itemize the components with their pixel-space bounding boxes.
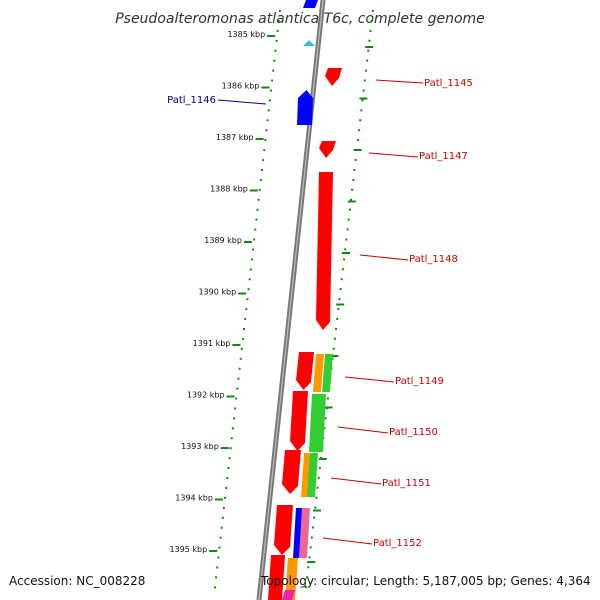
gene-arrow <box>325 68 342 86</box>
tick-label: 1389 kbp <box>204 236 242 245</box>
gene-arrow <box>296 352 314 390</box>
gene-arrow <box>322 354 333 392</box>
tick-label: 1392 kbp <box>187 391 225 400</box>
gene-labels: Patl_1145 Patl_1146 Patl_1147 Patl_1148 Patl… <box>167 78 473 549</box>
gene-arrow <box>274 505 293 555</box>
tick-label: 1393 kbp <box>181 442 219 451</box>
label-leader-line <box>322 537 373 545</box>
gene-arrow <box>319 141 336 158</box>
gene-label: Patl_1149 <box>395 376 444 387</box>
gene-arrow <box>297 90 313 125</box>
gene-arrow <box>299 508 310 558</box>
gene-arrow <box>290 391 308 451</box>
gene-arrow <box>313 354 324 392</box>
tick-label: 1395 kbp <box>169 545 207 554</box>
gene-label: Patl_1145 <box>424 78 473 89</box>
gene-arrow <box>282 590 295 600</box>
label-leader-line <box>337 426 389 434</box>
right-guide-line <box>304 9 374 597</box>
gene-label: Patl_1151 <box>382 478 431 489</box>
label-leader-line <box>368 152 419 158</box>
position-ticks: 1385 kbp 1386 kbp 1387 kbp 1388 kbp 1389 kbp… <box>169 9 374 597</box>
gene-label: Patl_1147 <box>419 151 468 162</box>
tick-label: 1390 kbp <box>198 288 236 297</box>
label-leader-line <box>330 477 382 485</box>
gene-arrow <box>282 450 301 494</box>
gene-arrow <box>316 172 333 330</box>
left-guide-line <box>213 9 281 597</box>
genome-summary: Topology: circular; Length: 5,187,005 bp… <box>261 574 591 588</box>
gene-arrow <box>303 0 318 8</box>
tick-label: 1391 kbp <box>193 339 231 348</box>
label-leader-line <box>217 99 267 105</box>
label-leader-line <box>359 254 409 261</box>
gene-arrow <box>307 453 318 497</box>
gene-label: Patl_1146 <box>167 95 216 106</box>
map-title: Pseudoalteromonas atlantica T6c, complet… <box>115 11 485 27</box>
gene-arrow <box>309 394 326 452</box>
gene-arrow <box>268 555 285 600</box>
gene-label: Patl_1152 <box>373 538 422 549</box>
label-leader-line <box>344 376 395 383</box>
tick-label: 1394 kbp <box>175 494 213 503</box>
gene-arrow <box>285 558 298 600</box>
label-leader-line <box>375 79 424 84</box>
marker-triangle <box>303 40 315 46</box>
tick-label: 1387 kbp <box>216 133 254 142</box>
tick-label: 1388 kbp <box>210 185 248 194</box>
gene-label: Patl_1150 <box>389 427 438 438</box>
tick-label: 1386 kbp <box>222 82 260 91</box>
tick-label: 1385 kbp <box>227 30 265 39</box>
feature-tracks <box>256 0 342 600</box>
accession-text: Accession: NC_008228 <box>9 574 146 588</box>
gene-label: Patl_1148 <box>409 254 458 265</box>
